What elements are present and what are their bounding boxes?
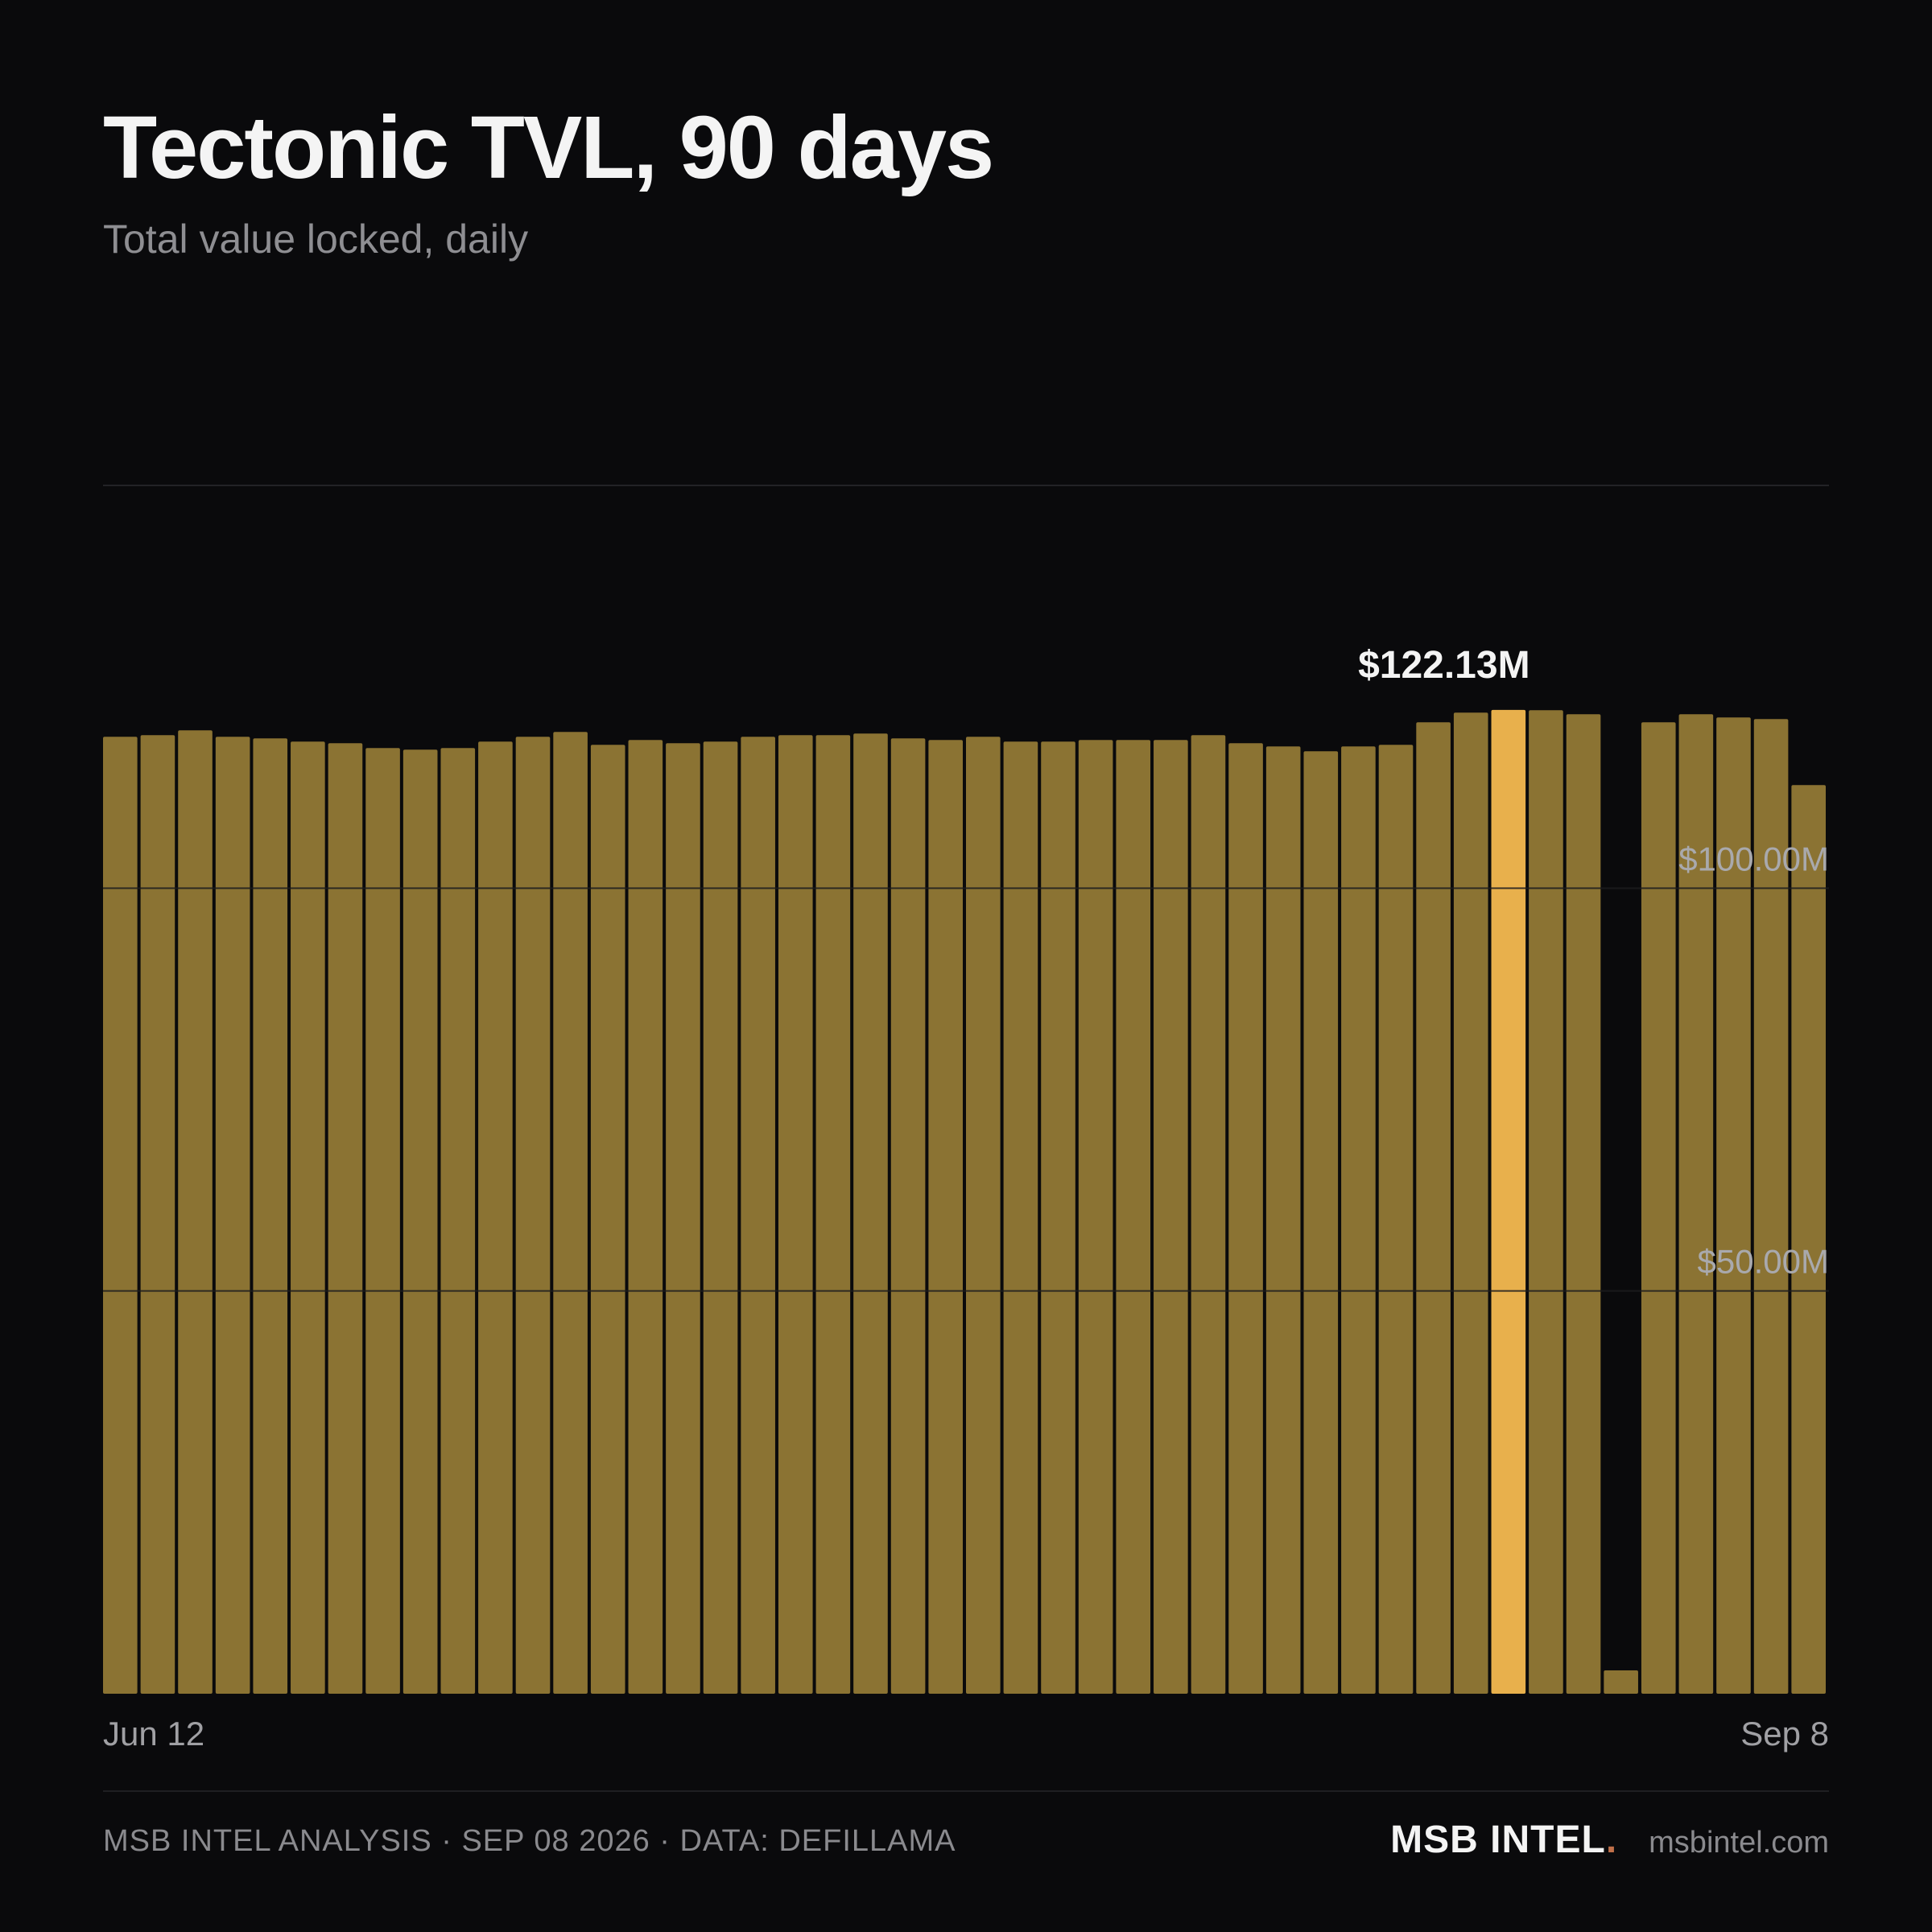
bar (1604, 1670, 1638, 1694)
bar (478, 741, 513, 1695)
bar (1453, 712, 1488, 1695)
chart-title: Tectonic TVL, 90 days (103, 98, 994, 197)
bar (1378, 745, 1414, 1695)
bar (890, 738, 926, 1695)
bar (365, 748, 400, 1694)
bar (1265, 746, 1301, 1694)
bar (1078, 740, 1113, 1695)
bar (1116, 740, 1151, 1695)
x-tick-label: Jun 12 (103, 1715, 204, 1752)
bar (1003, 741, 1038, 1695)
bar (1678, 714, 1714, 1695)
chart-subtitle: Total value locked, daily (103, 217, 529, 262)
bar (140, 735, 175, 1695)
bar (966, 737, 1001, 1695)
footer-source: MSB INTEL ANALYSIS · SEP 08 2026 · DATA:… (103, 1824, 956, 1858)
bar (1641, 722, 1676, 1695)
bar (778, 735, 813, 1695)
bar (178, 730, 213, 1695)
bar (1529, 710, 1563, 1695)
bar (515, 737, 551, 1695)
footer-divider (103, 1790, 1829, 1792)
data-label-peak: $122.13M (1358, 644, 1530, 687)
bar-highlight (1491, 709, 1526, 1694)
bar (703, 741, 738, 1695)
footer-brand-block: MSB INTEL. msbintel.com (1390, 1818, 1829, 1862)
bar (1191, 735, 1226, 1695)
brand-logo-text: MSB INTEL (1390, 1818, 1606, 1861)
bar (590, 745, 625, 1695)
footer-site-link[interactable]: msbintel.com (1649, 1826, 1829, 1860)
bar (1154, 740, 1188, 1695)
bar (553, 732, 588, 1695)
bar (853, 733, 888, 1695)
bar (928, 740, 963, 1695)
bar (291, 741, 325, 1695)
bar (402, 749, 438, 1694)
bar (328, 743, 363, 1695)
bar (1041, 741, 1075, 1695)
bar (1566, 714, 1601, 1695)
bar (1716, 717, 1751, 1695)
y-tick-label: $100.00M (1678, 840, 1829, 877)
bar (815, 735, 851, 1695)
bar (103, 737, 138, 1695)
bar (1303, 751, 1339, 1694)
brand-dot: . (1605, 1818, 1617, 1861)
bar (253, 738, 288, 1695)
bar (215, 737, 250, 1695)
bar (1416, 722, 1451, 1695)
bar (1753, 719, 1789, 1695)
x-tick-label: Sep 8 (1740, 1715, 1829, 1752)
bar (628, 740, 663, 1695)
bar (741, 737, 775, 1695)
y-tick-label: $50.00M (1698, 1243, 1829, 1281)
bar (1228, 743, 1263, 1695)
bar (440, 748, 476, 1694)
bar (1791, 785, 1826, 1694)
bar (1341, 746, 1376, 1694)
bar (666, 743, 700, 1695)
